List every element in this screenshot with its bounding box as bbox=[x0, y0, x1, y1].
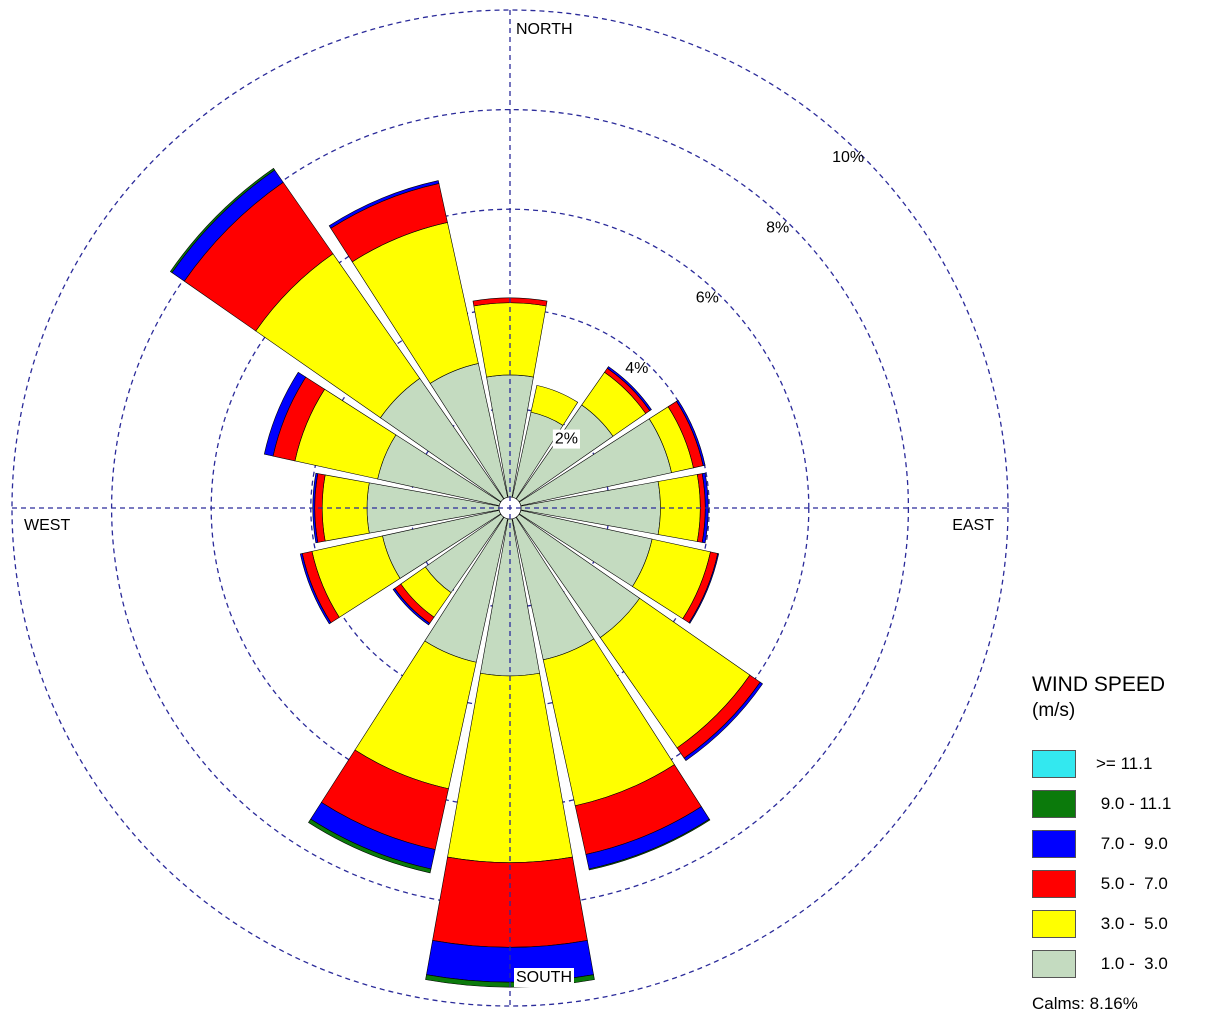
petal-WNW bbox=[263, 371, 502, 507]
east-label: EAST bbox=[952, 517, 994, 534]
segment-WNW-3 bbox=[263, 371, 307, 457]
legend-swatch bbox=[1032, 910, 1076, 938]
petal-ESE bbox=[518, 509, 720, 624]
legend-swatch bbox=[1032, 830, 1076, 858]
legend-entry: 3.0 - 5.0 bbox=[1032, 904, 1202, 944]
petals bbox=[169, 167, 764, 988]
petal-SE bbox=[515, 513, 764, 762]
legend-units: (m/s) bbox=[1032, 700, 1076, 721]
legend: WIND SPEED (m/s) >= 11.1 9.0 - 11.1 7.0 … bbox=[1032, 672, 1202, 1014]
petal-SSE bbox=[511, 516, 711, 871]
compass-axes bbox=[12, 10, 1008, 1006]
legend-entry: 7.0 - 9.0 bbox=[1032, 824, 1202, 864]
segment-SW-3 bbox=[392, 587, 431, 626]
axis-labels: 2% 4% 6% 8% 10% NORTH EAST WEST SOUTH bbox=[24, 21, 994, 987]
legend-entry: 9.0 - 11.1 bbox=[1032, 784, 1202, 824]
legend-label: 5.0 - 7.0 bbox=[1096, 874, 1168, 893]
petal-NNW bbox=[328, 180, 509, 500]
ring-label-2: 2% bbox=[555, 431, 578, 448]
legend-swatch bbox=[1032, 950, 1076, 978]
petal-NE bbox=[515, 366, 652, 503]
legend-label: 9.0 - 11.1 bbox=[1096, 794, 1172, 813]
segment-NNW-3 bbox=[328, 180, 440, 229]
legend-label: 1.0 - 3.0 bbox=[1096, 954, 1168, 973]
segment-ENE-3 bbox=[676, 399, 706, 467]
segment-WSW-3 bbox=[299, 553, 332, 625]
ring-label-10: 10% bbox=[832, 149, 864, 166]
segment-SSE-4 bbox=[588, 818, 711, 871]
legend-swatch bbox=[1032, 750, 1076, 778]
legend-swatch bbox=[1032, 870, 1076, 898]
west-label: WEST bbox=[24, 517, 70, 534]
ring-label-6: 6% bbox=[696, 290, 719, 307]
calms-label: Calms: bbox=[1032, 994, 1085, 1013]
north-label: NORTH bbox=[516, 21, 573, 38]
legend-label: 3.0 - 5.0 bbox=[1096, 914, 1168, 933]
segment-E-3 bbox=[701, 472, 709, 544]
ring-label-8: 8% bbox=[766, 219, 789, 236]
segment-SE-3 bbox=[683, 681, 764, 762]
petal-NW bbox=[169, 167, 505, 503]
legend-entries: >= 11.1 9.0 - 11.1 7.0 - 9.0 5.0 - 7.0 3… bbox=[1032, 744, 1202, 984]
legend-label: 7.0 - 9.0 bbox=[1096, 834, 1168, 853]
legend-entry: 1.0 - 3.0 bbox=[1032, 944, 1202, 984]
segment-NE-3 bbox=[606, 366, 652, 412]
petal-WSW bbox=[299, 509, 502, 625]
legend-label: >= 11.1 bbox=[1096, 754, 1153, 773]
legend-swatch bbox=[1032, 790, 1076, 818]
petal-SW bbox=[392, 513, 505, 626]
legend-entry: >= 11.1 bbox=[1032, 744, 1202, 784]
calms-note: Calms: 8.16% bbox=[1032, 994, 1202, 1014]
petal-ENE bbox=[518, 399, 706, 507]
segment-SSW-4 bbox=[308, 818, 432, 874]
legend-title: WIND SPEED bbox=[1032, 673, 1166, 696]
segment-NW-4 bbox=[169, 167, 276, 274]
segment-W-3 bbox=[312, 472, 319, 544]
calms-value: 8.16% bbox=[1089, 994, 1138, 1013]
south-label-background bbox=[514, 968, 574, 987]
petal-SSW bbox=[308, 516, 509, 874]
segment-NNE-1 bbox=[530, 385, 579, 426]
ring-label-4: 4% bbox=[625, 360, 648, 377]
legend-entry: 5.0 - 7.0 bbox=[1032, 864, 1202, 904]
ring-label-2-background bbox=[552, 429, 580, 449]
ring-10 bbox=[11, 9, 1009, 1007]
south-label: SOUTH bbox=[516, 969, 572, 986]
segment-ESE-3 bbox=[688, 553, 720, 624]
